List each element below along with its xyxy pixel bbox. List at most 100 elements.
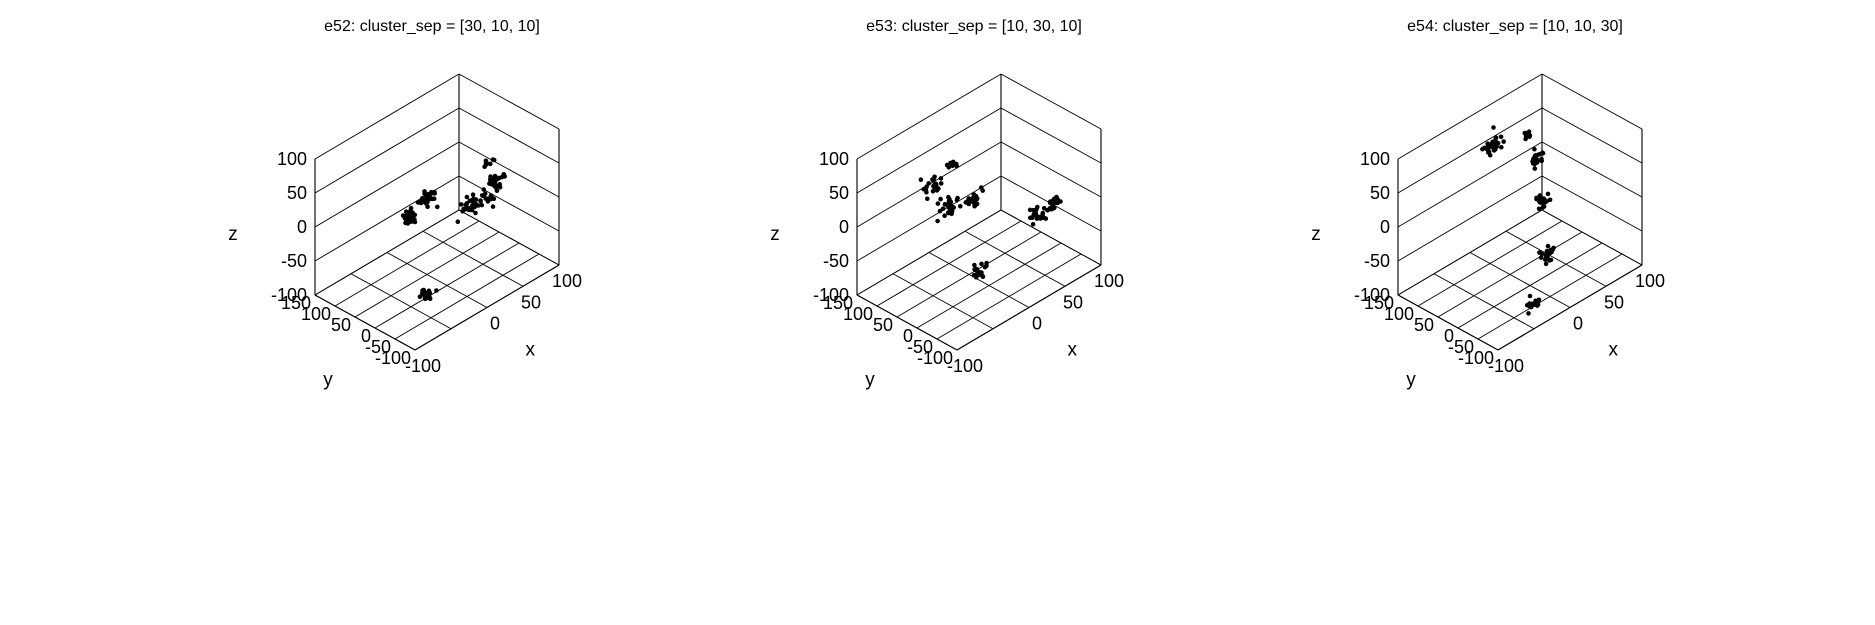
cluster-5: [469, 191, 497, 213]
data-point: [1532, 166, 1538, 171]
data-point: [1030, 222, 1036, 227]
data-point: [1537, 193, 1543, 198]
data-point: [1498, 134, 1504, 140]
y-axis-label: y: [865, 369, 875, 390]
data-point: [1539, 200, 1545, 206]
gridline-z-left: [1397, 141, 1543, 228]
gridline-z-back: [458, 175, 560, 232]
y-tick-label: 50: [1414, 315, 1434, 335]
data-point: [486, 196, 491, 201]
x-tick-label: 100: [552, 271, 582, 291]
data-point: [1540, 150, 1545, 155]
data-point: [1543, 253, 1549, 258]
scatter-points: [400, 157, 508, 302]
cluster-1: [417, 287, 439, 302]
data-point: [459, 202, 464, 207]
gridline-z-left: [856, 175, 1002, 262]
data-point: [1035, 204, 1040, 210]
y-tick-label: -50: [365, 337, 391, 357]
data-point: [475, 203, 481, 208]
gridline-z-left: [314, 141, 460, 228]
data-point: [972, 262, 977, 268]
data-point: [918, 177, 924, 182]
gridline-x-floor: [892, 273, 994, 330]
data-point: [463, 202, 469, 208]
data-point: [1545, 249, 1550, 255]
data-point: [417, 294, 423, 300]
data-point: [1027, 207, 1033, 213]
z-tick-label: 100: [1360, 149, 1390, 169]
gridline-y-floor: [916, 242, 1062, 329]
data-point: [481, 187, 487, 192]
gridline-y-floor: [1397, 209, 1543, 296]
cluster-7: [971, 260, 989, 280]
data-point: [1031, 207, 1036, 213]
gridline-z-left: [314, 107, 460, 194]
cluster-3: [418, 189, 440, 210]
gridline-y-floor: [314, 209, 460, 296]
cluster-5: [1537, 243, 1556, 267]
data-point: [491, 157, 497, 163]
data-point: [1494, 144, 1499, 149]
data-point: [1534, 303, 1540, 308]
y-axis-label: y: [1406, 369, 1416, 390]
y-tick-label: -50: [907, 337, 933, 357]
data-point: [923, 187, 929, 193]
data-point: [1054, 195, 1059, 201]
gridline-z-back: [1541, 107, 1643, 164]
data-point: [492, 173, 498, 179]
gridline-y-floor: [896, 231, 1042, 318]
cluster-1: [918, 174, 944, 202]
gridline-z-back: [1541, 175, 1643, 232]
cluster-7: [482, 157, 497, 169]
x-tick-label: 50: [521, 292, 541, 312]
data-point: [940, 206, 946, 211]
y-tick-label: 0: [361, 326, 371, 346]
gridline-x-floor: [1505, 230, 1607, 287]
data-point: [938, 176, 944, 181]
data-point: [422, 189, 427, 194]
data-point: [470, 192, 476, 197]
data-point: [933, 184, 938, 190]
y-tick-label: 100: [301, 304, 331, 324]
gridline-y-floor: [936, 253, 1082, 340]
subplot-3: e54: cluster_sep = [10, 10, 30]-100-5005…: [1311, 18, 1665, 390]
cluster-3: [935, 194, 963, 224]
data-point: [496, 175, 502, 181]
data-point: [1048, 207, 1054, 212]
z-axis-label: z: [228, 224, 238, 245]
data-point: [1538, 255, 1544, 260]
gridline-x-floor: [1433, 273, 1535, 330]
x-axis-label: x: [526, 339, 536, 360]
x-tick-label: 0: [1573, 314, 1583, 334]
data-point: [1035, 214, 1040, 219]
y-tick-label: 150: [281, 293, 311, 313]
data-point: [490, 204, 496, 209]
y-tick-label: 50: [331, 315, 351, 335]
data-point: [421, 287, 427, 293]
y-tick-label: 150: [1364, 293, 1394, 313]
y-tick-label: 0: [903, 326, 913, 346]
data-point: [1547, 197, 1553, 203]
data-point: [979, 185, 984, 190]
gridline-z-left: [1397, 107, 1543, 194]
cluster-4: [963, 185, 985, 209]
data-point: [1486, 148, 1491, 154]
scatter-points: [1480, 125, 1556, 316]
y-axis-line: [314, 294, 416, 351]
data-point: [434, 288, 439, 293]
gridline-z-left: [856, 73, 1002, 160]
cluster-4: [1534, 191, 1553, 212]
data-point: [408, 205, 414, 211]
data-point: [937, 208, 943, 214]
y-tick-label: -100: [375, 348, 411, 368]
z-axis-label: z: [1311, 224, 1321, 245]
gridline-x-floor: [422, 230, 524, 287]
data-point: [410, 214, 416, 219]
data-point: [979, 270, 984, 275]
axes-panes: [314, 73, 560, 351]
data-point: [430, 190, 435, 196]
gridline-y-floor: [354, 231, 500, 318]
data-point: [464, 194, 470, 200]
data-point: [423, 296, 429, 301]
